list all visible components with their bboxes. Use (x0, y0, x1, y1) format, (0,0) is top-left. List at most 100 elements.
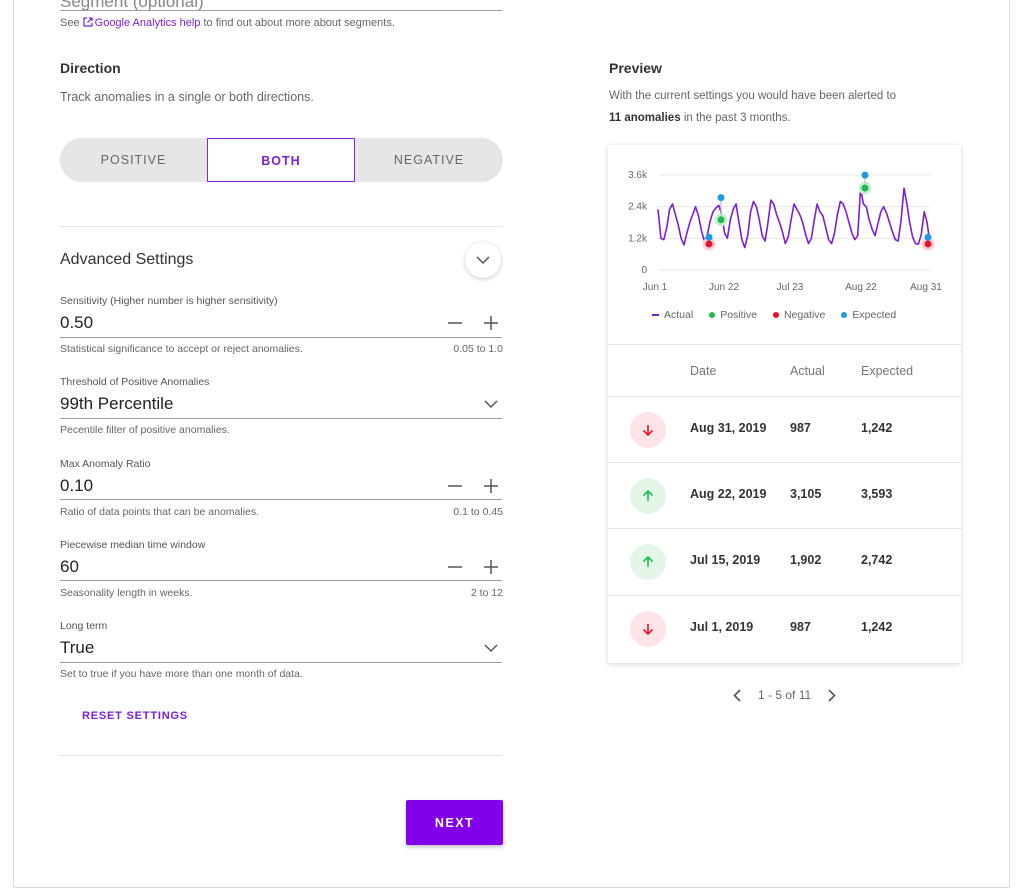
actual-series-line (657, 187, 931, 249)
threshold-chevron-down-icon[interactable] (484, 400, 498, 409)
legend-negative-label: Negative (783, 309, 826, 321)
direction-badge (630, 544, 666, 580)
row-actual: 3,105 (790, 487, 822, 501)
pagination: 1 - 5 of 11 (730, 686, 839, 704)
expected-point[interactable] (861, 171, 869, 179)
max-anomaly-ratio-input[interactable]: 0.10 (60, 476, 94, 495)
x-tick-label: Aug 22 (845, 282, 877, 293)
google-analytics-help-link[interactable]: Google Analytics help (83, 17, 204, 29)
sensitivity-input[interactable]: 0.50 (60, 313, 94, 332)
segment-help-prefix: See (60, 17, 80, 29)
table-row: Jul 1, 2019 987 1,242 (608, 595, 961, 662)
legend-actual: Actual (652, 309, 693, 321)
sensitivity-help: Statistical significance to accept or re… (60, 343, 303, 355)
long-term-label: Long term (60, 620, 108, 632)
expected-point[interactable] (924, 233, 932, 241)
direction-negative-button[interactable]: NEGATIVE (393, 153, 465, 167)
expected-point[interactable] (705, 233, 713, 241)
table-row: Aug 22, 2019 3,105 3,593 (608, 462, 961, 529)
negative-anomaly-point[interactable] (924, 240, 932, 248)
direction-badge (630, 478, 666, 514)
segment-field[interactable]: Segment (optional) (60, 0, 204, 11)
sensitivity-decrement-button[interactable] (446, 314, 464, 332)
direction-positive-button[interactable]: POSITIVE (100, 153, 167, 167)
row-date: Aug 22, 2019 (690, 487, 767, 501)
row-actual: 987 (790, 620, 811, 634)
x-tick-label: Aug 31 (910, 282, 942, 293)
legend-negative-swatch (772, 312, 779, 318)
negative-anomaly-point[interactable] (705, 240, 713, 248)
direction-subtitle: Track anomalies in a single or both dire… (60, 90, 314, 104)
median-window-input[interactable]: 60 (60, 557, 79, 576)
chevron-right-icon (828, 688, 836, 702)
long-term-select[interactable]: True (60, 638, 95, 657)
row-expected: 1,242 (861, 421, 893, 435)
direction-toggle: POSITIVE BOTH NEGATIVE (60, 138, 503, 182)
arrow-down-icon (642, 624, 654, 636)
threshold-label: Threshold of Positive Anomalies (60, 376, 210, 388)
sensitivity-underline (60, 337, 502, 338)
row-date: Aug 31, 2019 (690, 421, 767, 435)
column-header-actual: Actual (790, 364, 825, 378)
segment-underline (60, 10, 502, 11)
row-actual: 987 (790, 421, 811, 435)
long-term-chevron-down-icon[interactable] (484, 644, 498, 653)
sensitivity-label: Sensitivity (Higher number is higher sen… (60, 295, 278, 307)
preview-text-suffix: in the past 3 months. (683, 112, 791, 124)
median-window-label: Piecewise median time window (60, 539, 206, 551)
row-actual: 1,902 (790, 553, 822, 567)
max-anomaly-ratio-increment-button[interactable] (482, 477, 500, 495)
pagination-next-button[interactable] (825, 686, 839, 704)
legend-positive-label: Positive (720, 309, 757, 321)
long-term-help: Set to true if you have more than one mo… (60, 668, 303, 680)
column-header-date: Date (690, 364, 717, 378)
max-anomaly-ratio-decrement-button[interactable] (446, 477, 464, 495)
external-link-icon (83, 17, 93, 27)
legend-actual-label: Actual (664, 309, 694, 321)
direction-title: Direction (60, 60, 121, 76)
max-anomaly-ratio-help: Ratio of data points that can be anomali… (60, 506, 260, 518)
legend-actual-swatch (652, 314, 659, 316)
threshold-underline (60, 418, 502, 419)
advanced-settings-collapse-button[interactable] (465, 242, 501, 278)
legend-expected: Expected (841, 309, 896, 321)
expected-point[interactable] (717, 194, 725, 202)
x-tick-label: Jun 1 (643, 282, 668, 293)
median-window-decrement-button[interactable] (446, 558, 464, 576)
y-tick-label: 0 (641, 265, 647, 276)
sensitivity-increment-button[interactable] (482, 314, 500, 332)
table-row: Jul 15, 2019 1,902 2,742 (608, 528, 961, 595)
row-date: Jul 15, 2019 (690, 553, 761, 567)
pagination-prev-button[interactable] (730, 686, 744, 704)
chevron-left-icon (733, 688, 741, 702)
next-button[interactable]: NEXT (406, 800, 503, 845)
median-window-underline (60, 580, 502, 581)
legend-negative: Negative (772, 309, 826, 321)
y-tick-label: 2.4k (628, 202, 648, 213)
x-tick-label: Jun 22 (709, 282, 739, 293)
threshold-select[interactable]: 99th Percentile (60, 394, 174, 413)
sensitivity-range: 0.05 to 1.0 (453, 343, 503, 355)
x-tick-label: Jul 23 (777, 282, 804, 293)
y-tick-label: 3.6k (628, 170, 648, 181)
median-window-increment-button[interactable] (482, 558, 500, 576)
row-expected: 2,742 (861, 553, 893, 567)
segment-help: See Google Analytics help to find out ab… (60, 17, 395, 29)
anomaly-chart: 3.6k 2.4k 1.2k 0 Jun 1 Jun 22 Jul 23 Aug 22 Aug… (628, 170, 942, 293)
positive-anomaly-point[interactable] (717, 216, 725, 224)
anomaly-count: 11 anomalies (609, 112, 681, 124)
preview-title: Preview (609, 60, 662, 76)
table-top-divider (608, 344, 961, 345)
direction-both-button[interactable]: BOTH (207, 138, 355, 182)
chart-legend: Actual Positive Negative Expected (652, 309, 896, 321)
column-header-expected: Expected (861, 364, 914, 378)
row-expected: 3,593 (861, 487, 893, 501)
long-term-underline (60, 662, 502, 663)
preview-text-line2: 11 anomalies in the past 3 months. (609, 112, 791, 124)
pagination-text: 1 - 5 of 11 (758, 688, 812, 702)
positive-anomaly-point[interactable] (861, 184, 869, 192)
preview-card (608, 145, 961, 663)
y-tick-label: 1.2k (628, 233, 648, 244)
table-row: Aug 31, 2019 987 1,242 (608, 396, 961, 463)
reset-settings-button[interactable]: RESET SETTINGS (82, 710, 188, 722)
